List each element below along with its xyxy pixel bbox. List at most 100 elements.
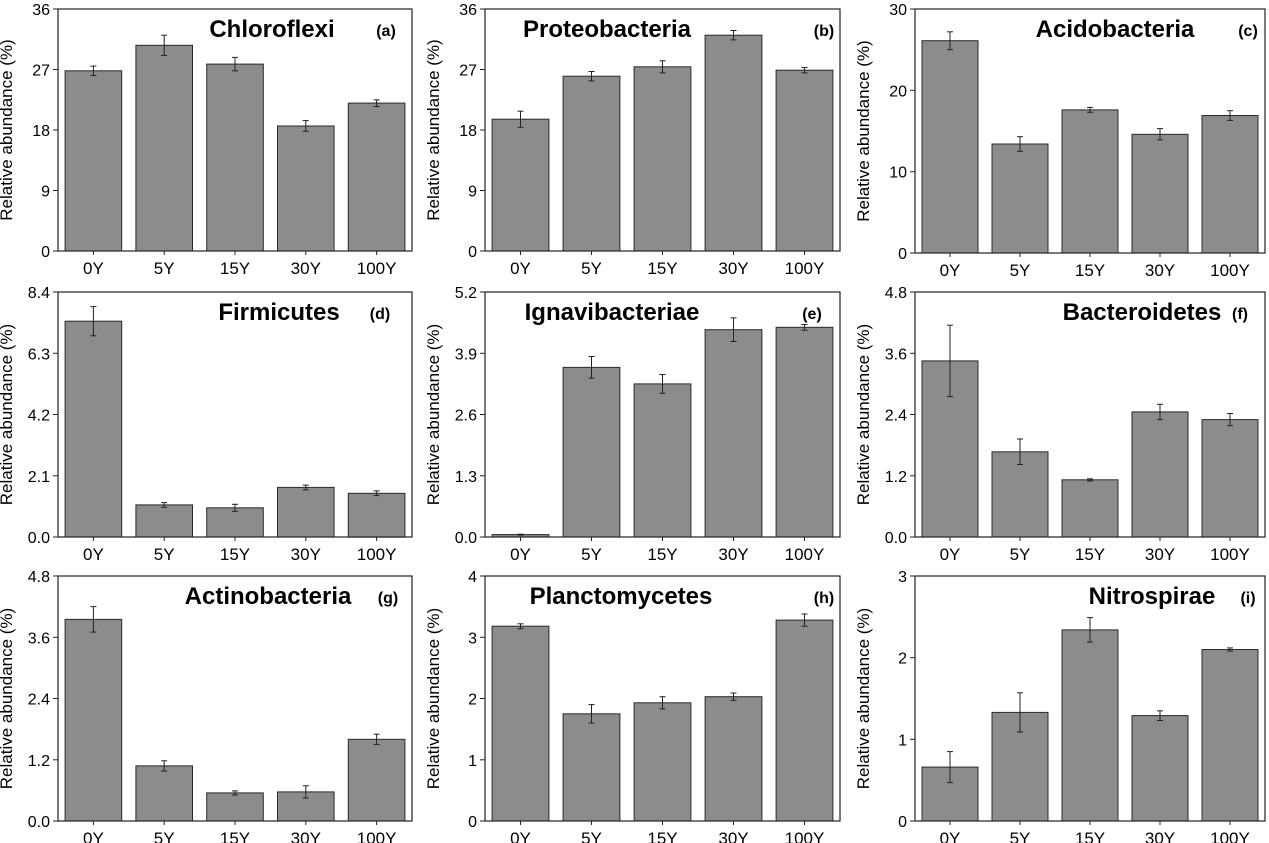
bar-30Y bbox=[277, 486, 335, 538]
y-tick-label: 0 bbox=[468, 814, 477, 831]
panel-label: (c) bbox=[1238, 23, 1258, 40]
y-tick-label: 3 bbox=[468, 630, 477, 647]
plot-frame bbox=[914, 575, 1266, 822]
panel-f: 0Y 5Y 15Y 30Y 100Y 0.0 1.2 2.4 3.6 4.8 Relative ab… bbox=[854, 285, 1266, 564]
x-tick-label: 15Y bbox=[220, 259, 250, 278]
x-tick-label: 15Y bbox=[1075, 261, 1105, 280]
chart-title: Proteobacteria bbox=[523, 16, 692, 43]
bar-15Y bbox=[633, 66, 692, 252]
x-tick-label: 100Y bbox=[357, 829, 397, 843]
bar-15Y bbox=[633, 702, 692, 822]
x-tick-label: 5Y bbox=[1010, 829, 1031, 843]
bar-0Y bbox=[64, 618, 123, 822]
bar-0Y bbox=[64, 320, 123, 538]
bar-0Y bbox=[491, 625, 550, 822]
chart-title: Acidobacteria bbox=[1036, 16, 1195, 43]
x-tick-label: 0Y bbox=[83, 545, 104, 564]
chart-title: Planctomycetes bbox=[530, 583, 713, 610]
bar-15Y bbox=[1061, 479, 1119, 538]
y-tick-label: 1 bbox=[898, 732, 907, 749]
y-tick-label: 0.0 bbox=[28, 530, 50, 547]
panel-e: 0Y 5Y 15Y 30Y 100Y 0.0 1.3 2.6 3.9 5.2 Relative ab… bbox=[424, 285, 841, 564]
y-tick-label: 6.3 bbox=[28, 346, 50, 363]
x-tick-label: 30Y bbox=[291, 545, 321, 564]
bar-30Y bbox=[704, 34, 763, 252]
bar-15Y bbox=[206, 507, 264, 538]
x-tick-label: 30Y bbox=[291, 829, 321, 843]
panel-label: (d) bbox=[370, 306, 390, 323]
x-tick-label: 15Y bbox=[220, 829, 250, 843]
y-axis-label: Relative abundance (%) bbox=[424, 608, 443, 789]
panel-label: (b) bbox=[814, 23, 834, 40]
bar-100Y bbox=[347, 738, 406, 822]
y-tick-label: 36 bbox=[32, 2, 50, 19]
y-tick-label: 27 bbox=[459, 63, 477, 80]
panel-b: 0Y 5Y 15Y 30Y 100Y 0 9 18 27 36 Relative abundance… bbox=[424, 2, 841, 278]
bar-100Y bbox=[347, 492, 406, 538]
plot-frame bbox=[914, 8, 1266, 254]
chart-title: Nitrospirae bbox=[1089, 583, 1216, 610]
y-tick-label: 10 bbox=[889, 165, 907, 182]
bar-5Y bbox=[991, 143, 1049, 254]
bar-30Y bbox=[704, 329, 763, 538]
panel-label: (g) bbox=[378, 590, 398, 607]
y-tick-label: 4.8 bbox=[885, 285, 907, 302]
x-tick-label: 0Y bbox=[510, 545, 531, 564]
bar-30Y bbox=[1131, 133, 1189, 254]
bar-100Y bbox=[775, 326, 834, 538]
y-axis-label: Relative abundance (%) bbox=[854, 608, 873, 789]
x-tick-label: 100Y bbox=[785, 259, 825, 278]
y-tick-label: 3.6 bbox=[28, 630, 50, 647]
chart-title: Firmicutes bbox=[218, 299, 339, 326]
x-tick-label: 5Y bbox=[581, 545, 602, 564]
x-tick-label: 0Y bbox=[940, 829, 961, 843]
x-tick-label: 30Y bbox=[1145, 261, 1175, 280]
y-tick-label: 0 bbox=[898, 246, 907, 263]
y-tick-label: 5.2 bbox=[455, 285, 477, 302]
bar-100Y bbox=[775, 619, 834, 822]
y-tick-label: 1 bbox=[468, 753, 477, 770]
y-tick-label: 20 bbox=[889, 83, 907, 100]
bar-30Y bbox=[277, 125, 335, 252]
bar-0Y bbox=[921, 40, 979, 254]
x-tick-label: 30Y bbox=[291, 259, 321, 278]
x-tick-label: 5Y bbox=[154, 259, 175, 278]
y-tick-label: 1.2 bbox=[885, 469, 907, 486]
x-tick-label: 30Y bbox=[1145, 829, 1175, 843]
x-tick-label: 5Y bbox=[154, 829, 175, 843]
y-tick-label: 30 bbox=[889, 2, 907, 19]
bar-5Y bbox=[562, 366, 621, 538]
x-tick-label: 0Y bbox=[940, 545, 961, 564]
chart-title: Bacteroidetes bbox=[1063, 299, 1222, 326]
bar-30Y bbox=[1131, 411, 1189, 538]
panel-label: (e) bbox=[802, 306, 822, 323]
panel-label: (h) bbox=[814, 590, 834, 607]
panel-a: 0Y 5Y 15Y 30Y 100Y 0 9 18 27 36 Relative abundance… bbox=[0, 2, 413, 278]
bar-5Y bbox=[562, 75, 621, 252]
x-tick-label: 15Y bbox=[1075, 829, 1105, 843]
chart-title: Actinobacteria bbox=[185, 583, 352, 610]
panel-d: 0Y 5Y 15Y 30Y 100Y 0.0 2.1 4.2 6.3 8.4 Relative ab… bbox=[0, 285, 413, 564]
y-tick-label: 8.4 bbox=[28, 285, 50, 302]
bar-15Y bbox=[633, 383, 692, 538]
bar-0Y bbox=[64, 70, 123, 252]
y-axis-label: Relative abundance (%) bbox=[424, 39, 443, 220]
x-tick-label: 100Y bbox=[785, 829, 825, 843]
x-tick-label: 100Y bbox=[785, 545, 825, 564]
x-tick-label: 0Y bbox=[510, 829, 531, 843]
y-axis-label: Relative abundance (%) bbox=[0, 39, 16, 220]
y-tick-label: 0.0 bbox=[455, 530, 477, 547]
y-tick-label: 2 bbox=[898, 651, 907, 668]
x-tick-label: 5Y bbox=[581, 829, 602, 843]
x-tick-label: 30Y bbox=[718, 829, 748, 843]
x-tick-label: 5Y bbox=[1010, 545, 1031, 564]
y-tick-label: 1.3 bbox=[455, 469, 477, 486]
y-axis-label: Relative abundance (%) bbox=[0, 608, 16, 789]
x-tick-label: 100Y bbox=[1210, 261, 1250, 280]
y-tick-label: 0.0 bbox=[28, 814, 50, 831]
y-tick-label: 2.4 bbox=[28, 692, 50, 709]
x-tick-label: 0Y bbox=[83, 829, 104, 843]
y-tick-label: 4.8 bbox=[28, 569, 50, 586]
y-tick-label: 2.4 bbox=[885, 408, 907, 425]
